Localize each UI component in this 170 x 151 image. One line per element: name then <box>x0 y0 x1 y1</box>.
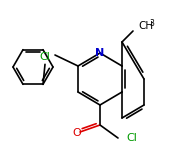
Text: 3: 3 <box>149 19 154 28</box>
Text: N: N <box>95 48 105 58</box>
Text: O: O <box>73 128 81 138</box>
Text: CH: CH <box>138 21 153 31</box>
Text: Cl: Cl <box>126 133 137 143</box>
Text: Cl: Cl <box>40 52 50 62</box>
